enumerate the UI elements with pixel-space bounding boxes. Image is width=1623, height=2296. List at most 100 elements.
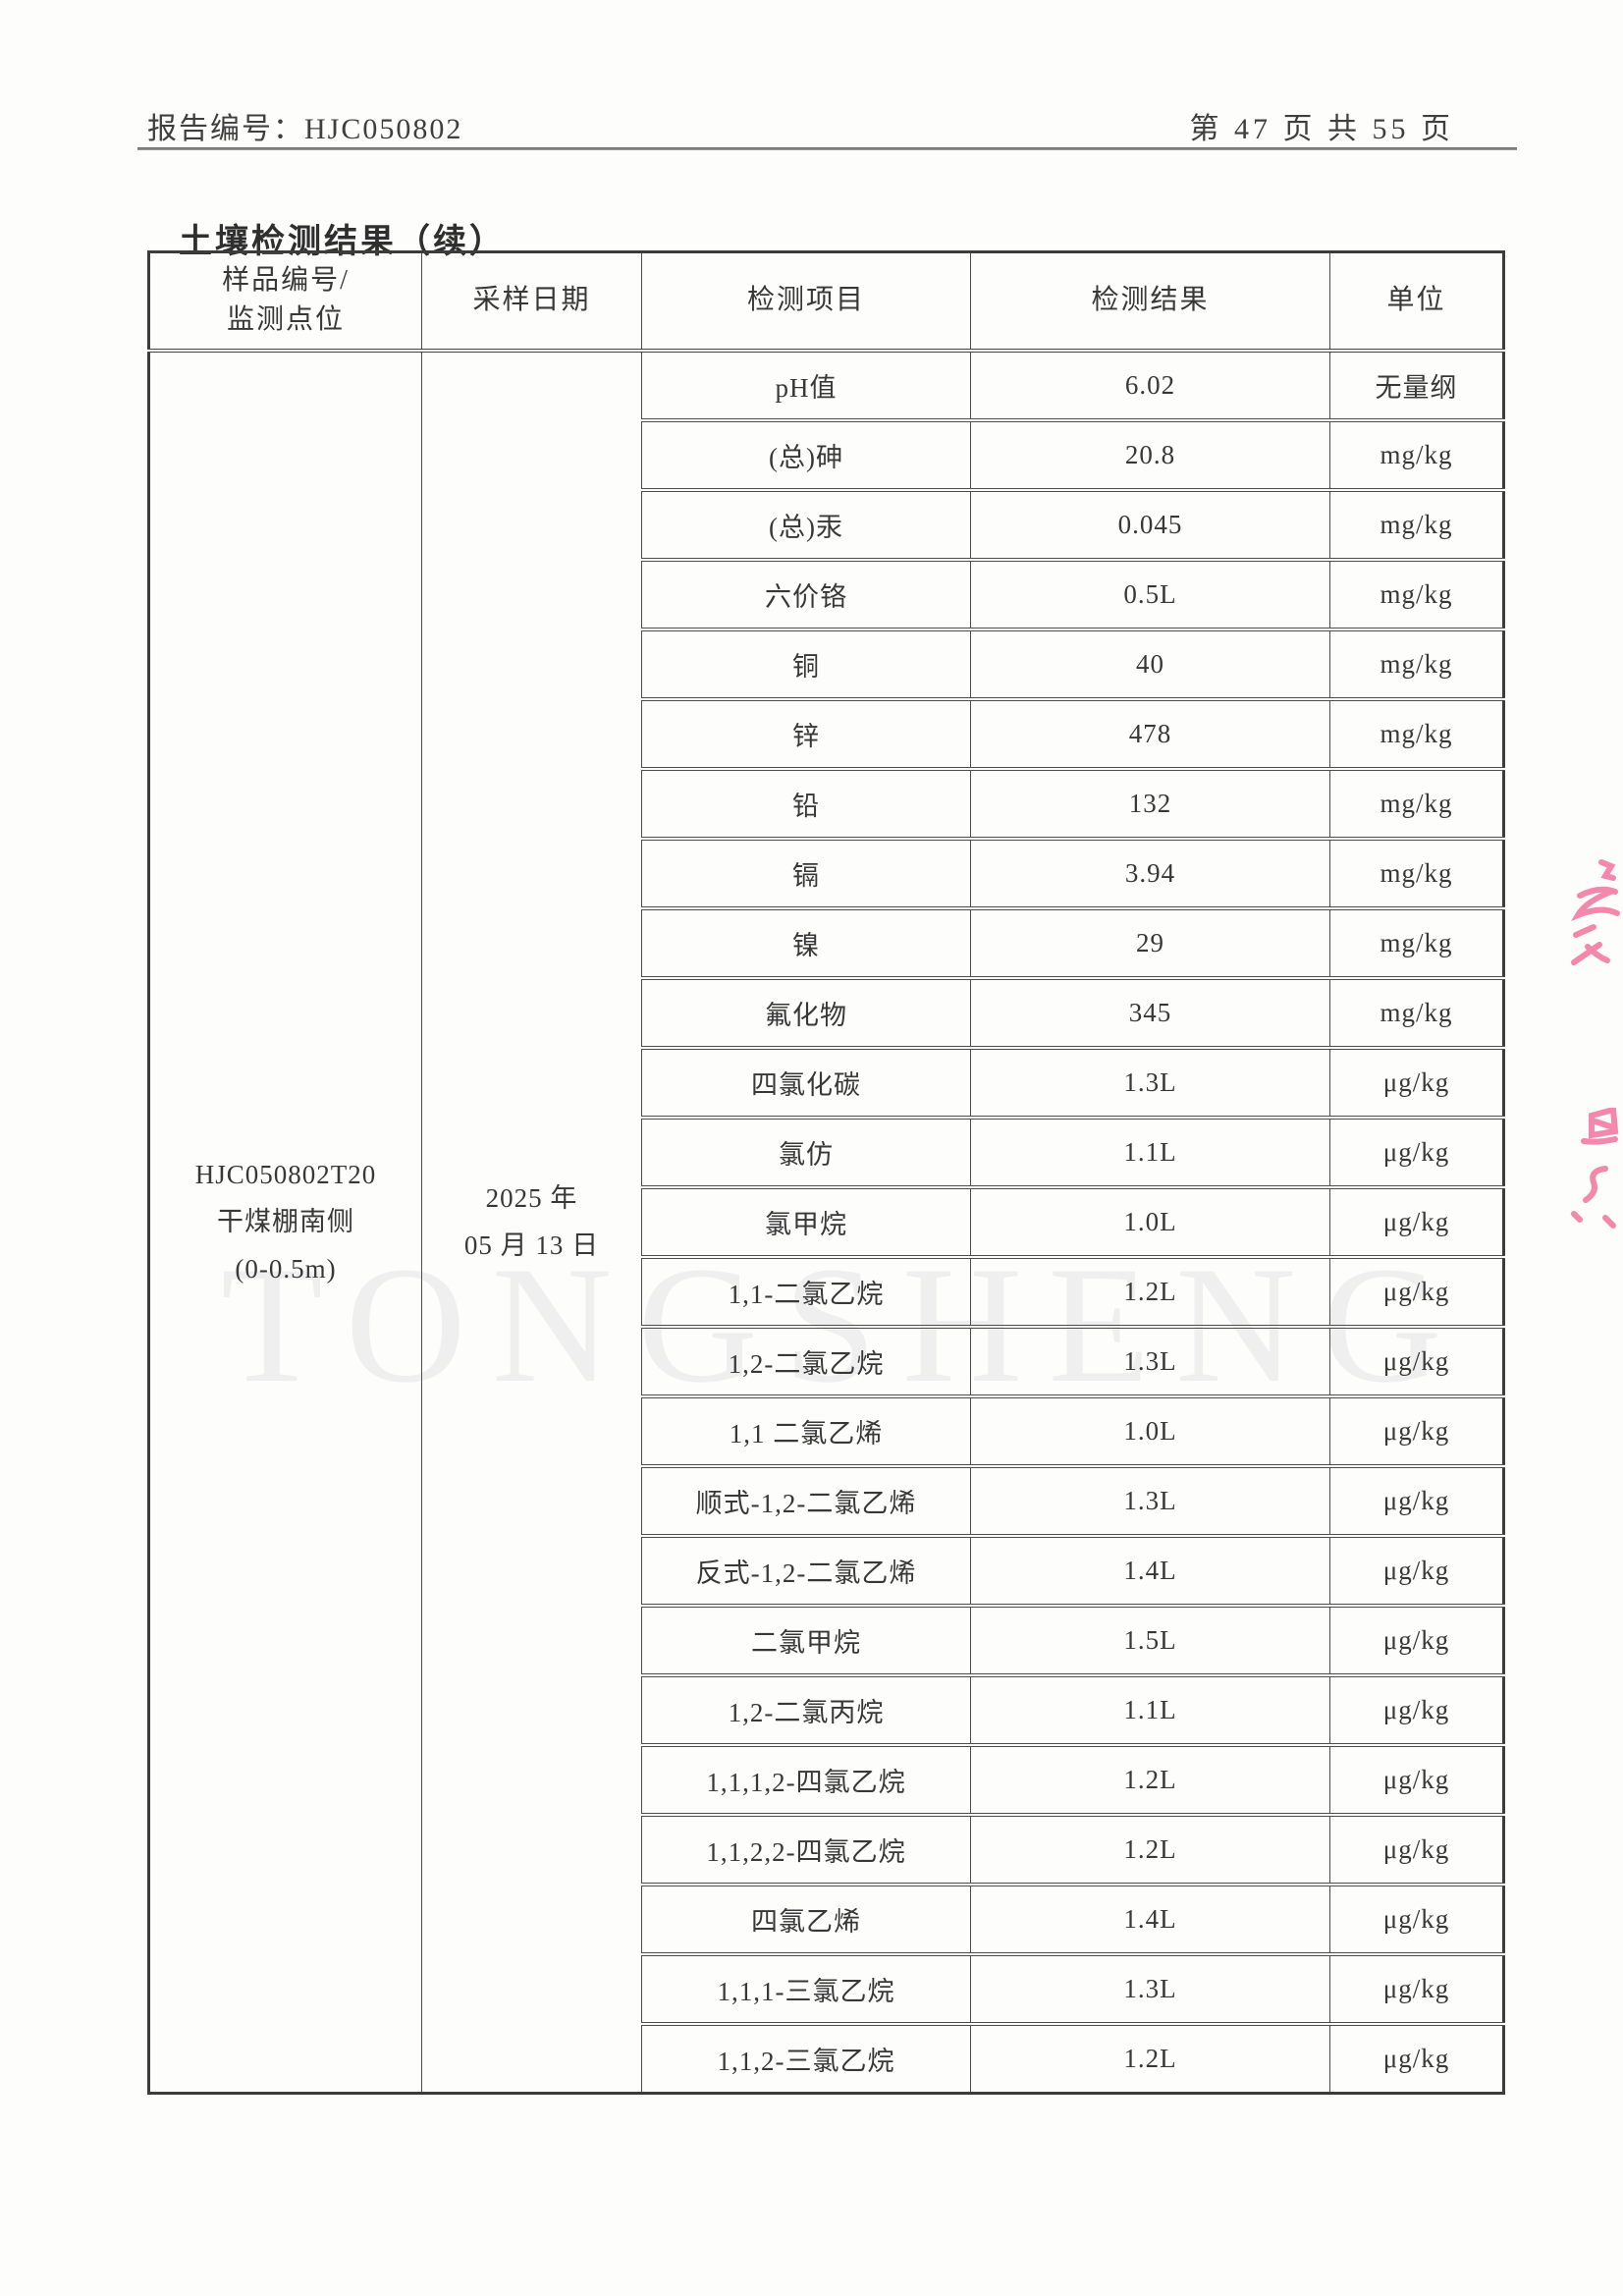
unit-cell: μg/kg [1329,1045,1504,1118]
table-row: 二氯甲烷 1.5L μg/kg [149,1603,1504,1675]
unit-cell: μg/kg [1329,1463,1504,1536]
handwritten-mark-lower [1571,1108,1619,1229]
unit-cell: mg/kg [1329,417,1504,490]
table-row: (总)砷 20.8 mg/kg [149,417,1504,490]
unit-cell: mg/kg [1329,836,1504,908]
test-item-cell: 1,1-二氯乙烷 [641,1254,971,1327]
table-body: HJC050802T20 干煤棚南侧 (0-0.5m) 2025 年 05 月 1… [148,350,1504,2094]
test-item-cell: 镉 [641,836,971,908]
test-item-cell: 1,1,2,2-四氯乙烷 [641,1812,971,1885]
test-item-cell: 反式-1,2-二氯乙烯 [641,1533,971,1606]
table-row: (总)汞 0.045 mg/kg [149,487,1504,560]
unit-cell: μg/kg [1329,1951,1504,2024]
table-row: 1,1,2,2-四氯乙烷 1.2L μg/kg [149,1812,1504,1885]
test-item-cell: 镍 [641,905,971,978]
unit-cell: μg/kg [1329,1254,1504,1327]
test-result-cell: 6.02 [970,350,1330,420]
table-row: 1,1,2-三氯乙烷 1.2L μg/kg [149,2021,1504,2094]
test-item-cell: 1,1,2-三氯乙烷 [641,2021,971,2094]
test-item-cell: 1,1,1-三氯乙烷 [641,1951,971,2024]
unit-cell: μg/kg [1329,1394,1504,1466]
test-result-cell: 0.5L [970,557,1330,629]
test-item-cell: (总)汞 [641,487,971,560]
unit-cell: μg/kg [1329,1184,1504,1257]
table-row: 反式-1,2-二氯乙烯 1.4L μg/kg [149,1533,1504,1606]
unit-cell: μg/kg [1329,1742,1504,1815]
test-result-cell: 1.2L [970,2021,1330,2094]
test-result-cell: 1.2L [970,1742,1330,1815]
test-result-cell: 20.8 [970,417,1330,490]
unit-cell: mg/kg [1329,627,1504,699]
test-result-cell: 1.4L [970,1533,1330,1606]
test-item-cell: 1,1,1,2-四氯乙烷 [641,1742,971,1815]
unit-cell: μg/kg [1329,1603,1504,1675]
test-result-cell: 29 [970,905,1330,978]
test-item-cell: 1,1 二氯乙烯 [641,1394,971,1466]
test-result-cell: 1.3L [970,1324,1330,1396]
unit-cell: mg/kg [1329,905,1504,978]
col-header-date: 采样日期 [421,251,642,353]
unit-cell: μg/kg [1329,1882,1504,1954]
test-item-cell: 锌 [641,696,971,769]
test-result-cell: 345 [970,975,1330,1048]
unit-cell: mg/kg [1329,557,1504,629]
col-header-item: 检测项目 [641,251,971,353]
table-row: 铜 40 mg/kg [149,627,1504,699]
test-result-cell: 1.2L [970,1812,1330,1885]
test-item-cell: 四氯化碳 [641,1045,971,1118]
table-row: 六价铬 0.5L mg/kg [149,557,1504,629]
table-row: 镍 29 mg/kg [149,905,1504,978]
sample-id-cell: HJC050802T20 干煤棚南侧 (0-0.5m) [148,350,422,2094]
test-result-cell: 1.3L [970,1951,1330,2024]
test-result-cell: 1.4L [970,1882,1330,1954]
unit-cell: 无量纲 [1329,350,1504,420]
report-number: 报告编号：HJC050802 [147,113,463,145]
handwritten-mark-upper [1571,859,1620,965]
test-result-cell: 1.3L [970,1045,1330,1118]
unit-cell: mg/kg [1329,766,1504,839]
header-rule [137,147,1517,150]
test-item-cell: 六价铬 [641,557,971,629]
unit-cell: mg/kg [1329,487,1504,560]
test-item-cell: 1,2-二氯丙烷 [641,1672,971,1745]
page-number: 第 47 页 共 55 页 [1189,113,1454,145]
test-result-cell: 40 [970,627,1330,699]
col-header-unit: 单位 [1329,251,1504,353]
test-result-cell: 1.1L [970,1115,1330,1187]
unit-cell: μg/kg [1329,2021,1504,2094]
test-result-cell: 0.045 [970,487,1330,560]
table-header-row: 样品编号/ 监测点位 采样日期 检测项目 检测结果 单位 [148,251,1504,353]
table-row: 氯仿 1.1L μg/kg [149,1115,1504,1187]
test-item-cell: 氯仿 [641,1115,971,1187]
table-row: 1,1,1-三氯乙烷 1.3L μg/kg [149,1951,1504,2024]
sampling-date-cell: 2025 年 05 月 13 日 [421,350,642,2094]
table-row: 镉 3.94 mg/kg [149,836,1504,908]
table-row: HJC050802T20 干煤棚南侧 (0-0.5m) 2025 年 05 月 1… [148,350,1504,2094]
table-row: 顺式-1,2-二氯乙烯 1.3L μg/kg [149,1463,1504,1536]
col-header-result: 检测结果 [970,251,1330,353]
table-row: 四氯乙烯 1.4L μg/kg [149,1882,1504,1954]
unit-cell: mg/kg [1329,975,1504,1048]
test-item-cell: 四氯乙烯 [641,1882,971,1954]
unit-cell: μg/kg [1329,1672,1504,1745]
table-row: 1,2-二氯乙烷 1.3L μg/kg [149,1324,1504,1396]
test-result-cell: 1.0L [970,1184,1330,1257]
test-result-cell: 3.94 [970,836,1330,908]
test-item-cell: pH值 [641,350,971,420]
test-result-cell: 1.2L [970,1254,1330,1327]
test-result-cell: 1.1L [970,1672,1330,1745]
unit-cell: μg/kg [1329,1812,1504,1885]
test-item-cell: 铜 [641,627,971,699]
test-item-cell: 1,2-二氯乙烷 [641,1324,971,1396]
unit-cell: μg/kg [1329,1324,1504,1396]
test-item-cell: 二氯甲烷 [641,1603,971,1675]
test-result-cell: 1.0L [970,1394,1330,1466]
unit-cell: μg/kg [1329,1533,1504,1606]
test-item-cell: 顺式-1,2-二氯乙烯 [641,1463,971,1536]
test-item-cell: 铅 [641,766,971,839]
unit-cell: μg/kg [1329,1115,1504,1187]
test-result-cell: 132 [970,766,1330,839]
test-result-cell: 478 [970,696,1330,769]
unit-cell: mg/kg [1329,696,1504,769]
